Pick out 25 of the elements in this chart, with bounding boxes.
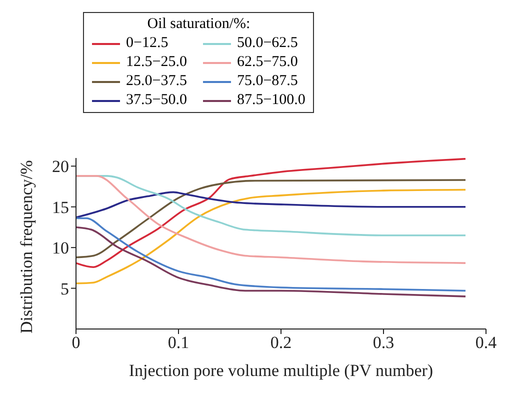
y-tick-label: 5 bbox=[60, 279, 69, 298]
line-series bbox=[76, 226, 466, 298]
legend-label: 25.0−37.5 bbox=[126, 72, 187, 91]
legend-label: 50.0−62.5 bbox=[236, 34, 298, 53]
y-tick-label: 10 bbox=[52, 238, 69, 258]
legend-label: 37.5−50.0 bbox=[126, 91, 187, 110]
y-tick-label: 15 bbox=[52, 198, 69, 217]
y-axis-title: Distribution frequency/% bbox=[17, 160, 36, 334]
x-tick-label: 0.4 bbox=[475, 333, 498, 352]
legend-label: 12.5−25.0 bbox=[126, 53, 187, 72]
legend-label: 87.5−100.0 bbox=[236, 91, 306, 110]
line-series bbox=[76, 217, 466, 292]
legend-label: 0−12.5 bbox=[126, 34, 168, 53]
x-tick-label: 0.1 bbox=[168, 333, 190, 352]
legend-label: 62.5−75.0 bbox=[236, 53, 298, 72]
line-series bbox=[76, 158, 466, 268]
legend-label: 75.0−87.5 bbox=[236, 72, 298, 91]
x-tick-label: 0.3 bbox=[372, 333, 394, 352]
x-tick-label: 0 bbox=[72, 333, 80, 352]
line-series bbox=[76, 191, 466, 218]
y-tick-label: 20 bbox=[52, 157, 69, 176]
legend-title: Oil saturation/%: bbox=[146, 15, 252, 34]
x-axis-title: Injection pore volume multiple (PV number) bbox=[128, 361, 434, 380]
x-tick-label: 0.2 bbox=[270, 333, 292, 352]
line-series bbox=[76, 188, 466, 284]
